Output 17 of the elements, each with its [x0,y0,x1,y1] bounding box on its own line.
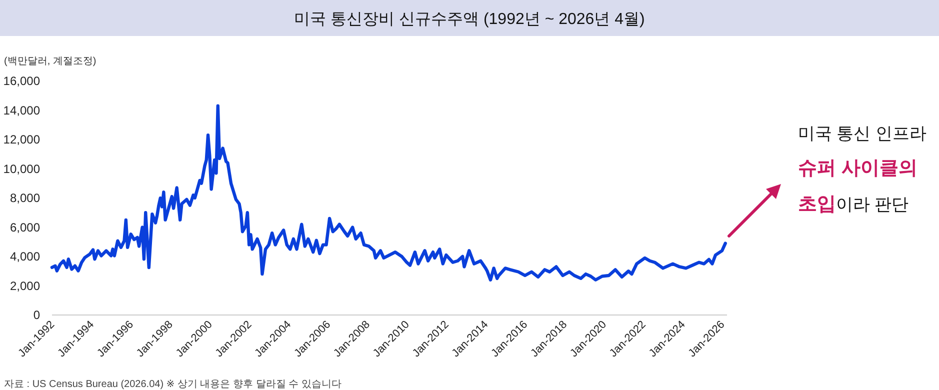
text: 미국 통신 인프라 [798,124,926,143]
text: 이라 판단 [836,195,909,214]
y-tick-label: 2,000 [10,278,40,293]
text: 초입 [798,194,836,215]
y-axis-title: (백만달러, 계절조정) [4,56,96,67]
y-tick-label: 6,000 [10,220,40,234]
line-series [50,104,727,282]
text: 자료 : US Census Bureau (2026.04) ※ 상기 내용은 향후 달라질 수 있습니다 [4,379,342,390]
y-tick-label: 12,000 [3,132,40,146]
y-tick-label: 0 [33,308,40,322]
y-tick-label: 4,000 [10,250,40,264]
y-tick-label: 14,000 [3,103,40,118]
y-tick-label: 10,000 [3,162,40,176]
y-tick-label: 16,000 [3,74,40,88]
y-tick-label: 8,000 [10,191,40,205]
text: 슈퍼 사이클의 [798,158,918,179]
chart-title: 미국 통신장비 신규수주액 (1992년 ~ 2026년 4월) [294,11,645,28]
